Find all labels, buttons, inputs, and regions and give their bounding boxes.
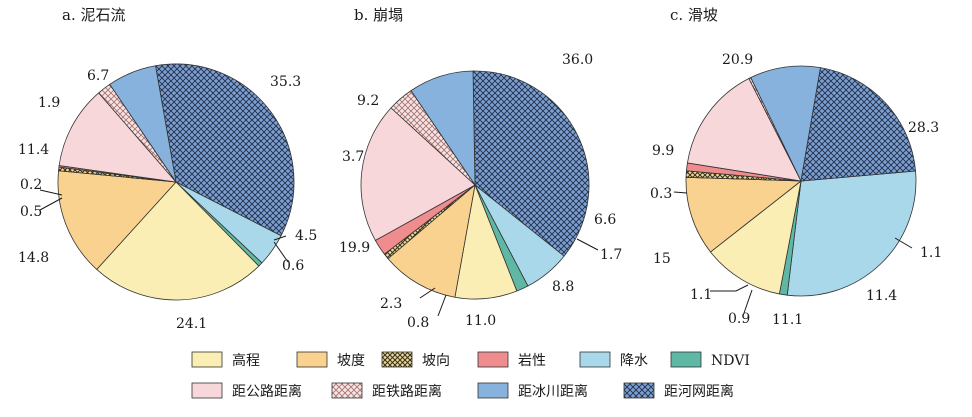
slice-label: 15 [653, 251, 671, 267]
slice-labels-c: 28.3 1.1 11.4 11.1 0.9 1.1 15 0.3 9.9 20… [650, 52, 942, 328]
legend-swatch-aspect [381, 351, 413, 368]
leader-line [273, 241, 289, 263]
pie-chart-landslide [685, 65, 917, 297]
legend-swatch-glacier-distance [477, 382, 509, 399]
slice-label: 3.7 [342, 149, 364, 165]
pie-slice-glacier-distance [109, 65, 177, 183]
slice-label: 11.1 [772, 312, 803, 328]
legend-label: 距冰川距离 [518, 383, 588, 400]
legend-label: 坡度 [337, 353, 365, 369]
slice-label: 11.0 [465, 313, 496, 329]
slice-label: 2.3 [380, 296, 402, 312]
pie-slice-slope [387, 183, 476, 298]
legend-swatch-road-distance [191, 382, 223, 399]
pie-slice-elevation [96, 181, 260, 301]
pie-slice-glacier-distance [410, 70, 476, 187]
legend-label: NDVI [711, 353, 750, 369]
slice-label: 1.1 [920, 245, 942, 261]
pie-slice-river-distance [472, 70, 590, 257]
slice-label: 11.4 [18, 142, 49, 158]
legend-label: 距河网距离 [664, 383, 734, 400]
leader-line [673, 191, 688, 194]
slice-label: 36.0 [562, 52, 593, 68]
leader-line [576, 238, 599, 251]
slice-label: 4.5 [295, 228, 317, 244]
slice-labels-a: 35.3 4.5 0.6 24.1 14.8 0.5 0.2 11.4 1.9 … [18, 68, 317, 332]
slice-label: 14.8 [18, 250, 49, 266]
pie-chart-debris-flow [57, 63, 295, 301]
pie-slice-glacier-distance [750, 65, 821, 183]
slice-label: 6.6 [594, 212, 616, 228]
slice-label: 0.3 [650, 186, 672, 202]
slice-label: 35.3 [270, 74, 301, 90]
legend-swatch-slope [296, 351, 328, 368]
slice-label: 0.6 [282, 258, 304, 274]
leader-line [710, 284, 749, 292]
legend-swatch-ndvi [670, 351, 702, 368]
pie-slice-road-distance [360, 107, 476, 241]
legend-label: 岩性 [518, 353, 546, 369]
chart-title-c: c. 滑坡 [670, 6, 718, 24]
pie-slice-slope [57, 170, 177, 270]
leader-line [273, 235, 287, 241]
slice-label: 24.1 [176, 316, 207, 332]
slice-label: 6.7 [87, 68, 109, 84]
legend-label: 距公路距离 [232, 383, 302, 400]
legend-swatch-lithology [477, 351, 509, 368]
legend: 高程 坡度 坡向 岩性 降水 NDVI 距公路距离 距铁路距离 距冰川距离 距河… [191, 351, 750, 400]
slice-label: 8.8 [552, 279, 574, 295]
chart-title-a: a. 泥石流 [62, 6, 125, 24]
slice-label: 20.9 [722, 52, 753, 68]
legend-swatch-precipitation [579, 351, 611, 368]
leader-line [419, 287, 436, 299]
legend-swatch-river-distance [623, 382, 655, 399]
pie-slice-river-distance [800, 67, 916, 182]
slice-labels-b: 36.0 6.6 1.7 8.8 11.0 0.8 2.3 19.9 3.7 9… [339, 52, 622, 331]
slice-label: 0.5 [20, 204, 42, 220]
slice-label: 0.2 [20, 177, 42, 193]
pie-chart-collapse [360, 70, 590, 300]
legend-label: 高程 [232, 352, 260, 369]
leader-line [743, 289, 753, 314]
slice-label: 11.4 [866, 288, 897, 304]
pie-slice-road-distance [686, 77, 802, 182]
legend-swatch-railway-distance [331, 382, 363, 399]
slice-label: 19.9 [339, 240, 370, 256]
leader-line [437, 294, 447, 317]
slice-label: 0.8 [407, 315, 429, 331]
pie-slice-slope [685, 176, 803, 253]
legend-label: 距铁路距离 [372, 383, 442, 400]
leader-line [894, 237, 913, 249]
slice-label: 9.2 [357, 93, 379, 109]
pie-slice-elevation [709, 180, 802, 295]
slice-label: 1.1 [690, 287, 712, 303]
leader-line [39, 197, 63, 211]
leader-line [39, 189, 63, 196]
slice-label: 1.9 [38, 95, 60, 111]
legend-label: 降水 [620, 353, 648, 369]
pie-slice-road-distance [58, 92, 178, 183]
slice-label: 9.9 [652, 143, 674, 159]
legend-label: 坡向 [422, 353, 450, 369]
slice-label: 1.7 [600, 247, 622, 263]
pie-slice-precipitation [786, 170, 917, 297]
leader-lines [39, 189, 913, 317]
legend-swatch-elevation [191, 351, 223, 368]
chart-title-b: b. 崩塌 [354, 6, 403, 24]
slice-label: 28.3 [908, 120, 939, 136]
pie-slice-river-distance [155, 63, 295, 237]
slice-label: 0.9 [728, 311, 750, 327]
